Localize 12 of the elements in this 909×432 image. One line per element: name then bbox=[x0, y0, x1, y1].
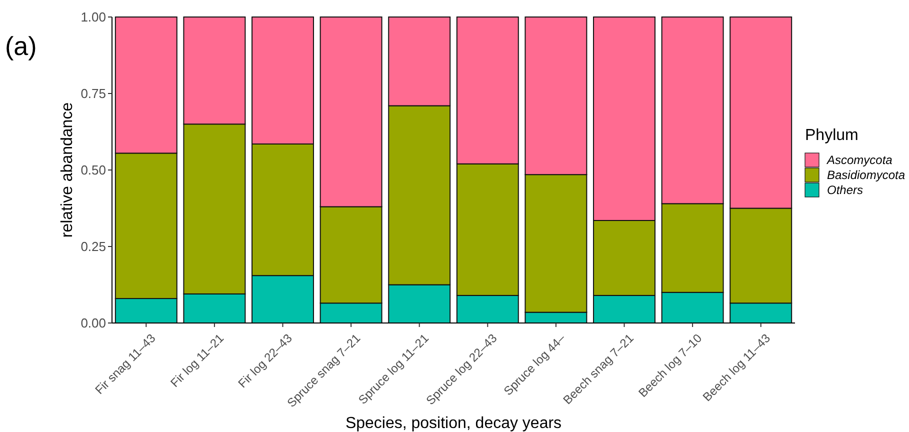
y-tick-label: 0.50 bbox=[80, 162, 106, 178]
text: (a) bbox=[5, 31, 37, 61]
y-tick-label: 0.75 bbox=[80, 86, 106, 102]
y-tick-label: 1.00 bbox=[80, 10, 106, 25]
y-axis-title: relative abandance bbox=[59, 102, 76, 238]
legend-label: Ascomycota bbox=[826, 153, 893, 168]
x-axis-title: Species, position, decay years bbox=[345, 415, 562, 432]
legend-label: Others bbox=[827, 183, 864, 198]
legend-title: Phylum bbox=[805, 127, 858, 144]
legend-label: Basidiomycota bbox=[827, 168, 906, 182]
y-tick-label: 0.25 bbox=[80, 239, 106, 254]
y-tick-label: 0.00 bbox=[80, 316, 106, 331]
